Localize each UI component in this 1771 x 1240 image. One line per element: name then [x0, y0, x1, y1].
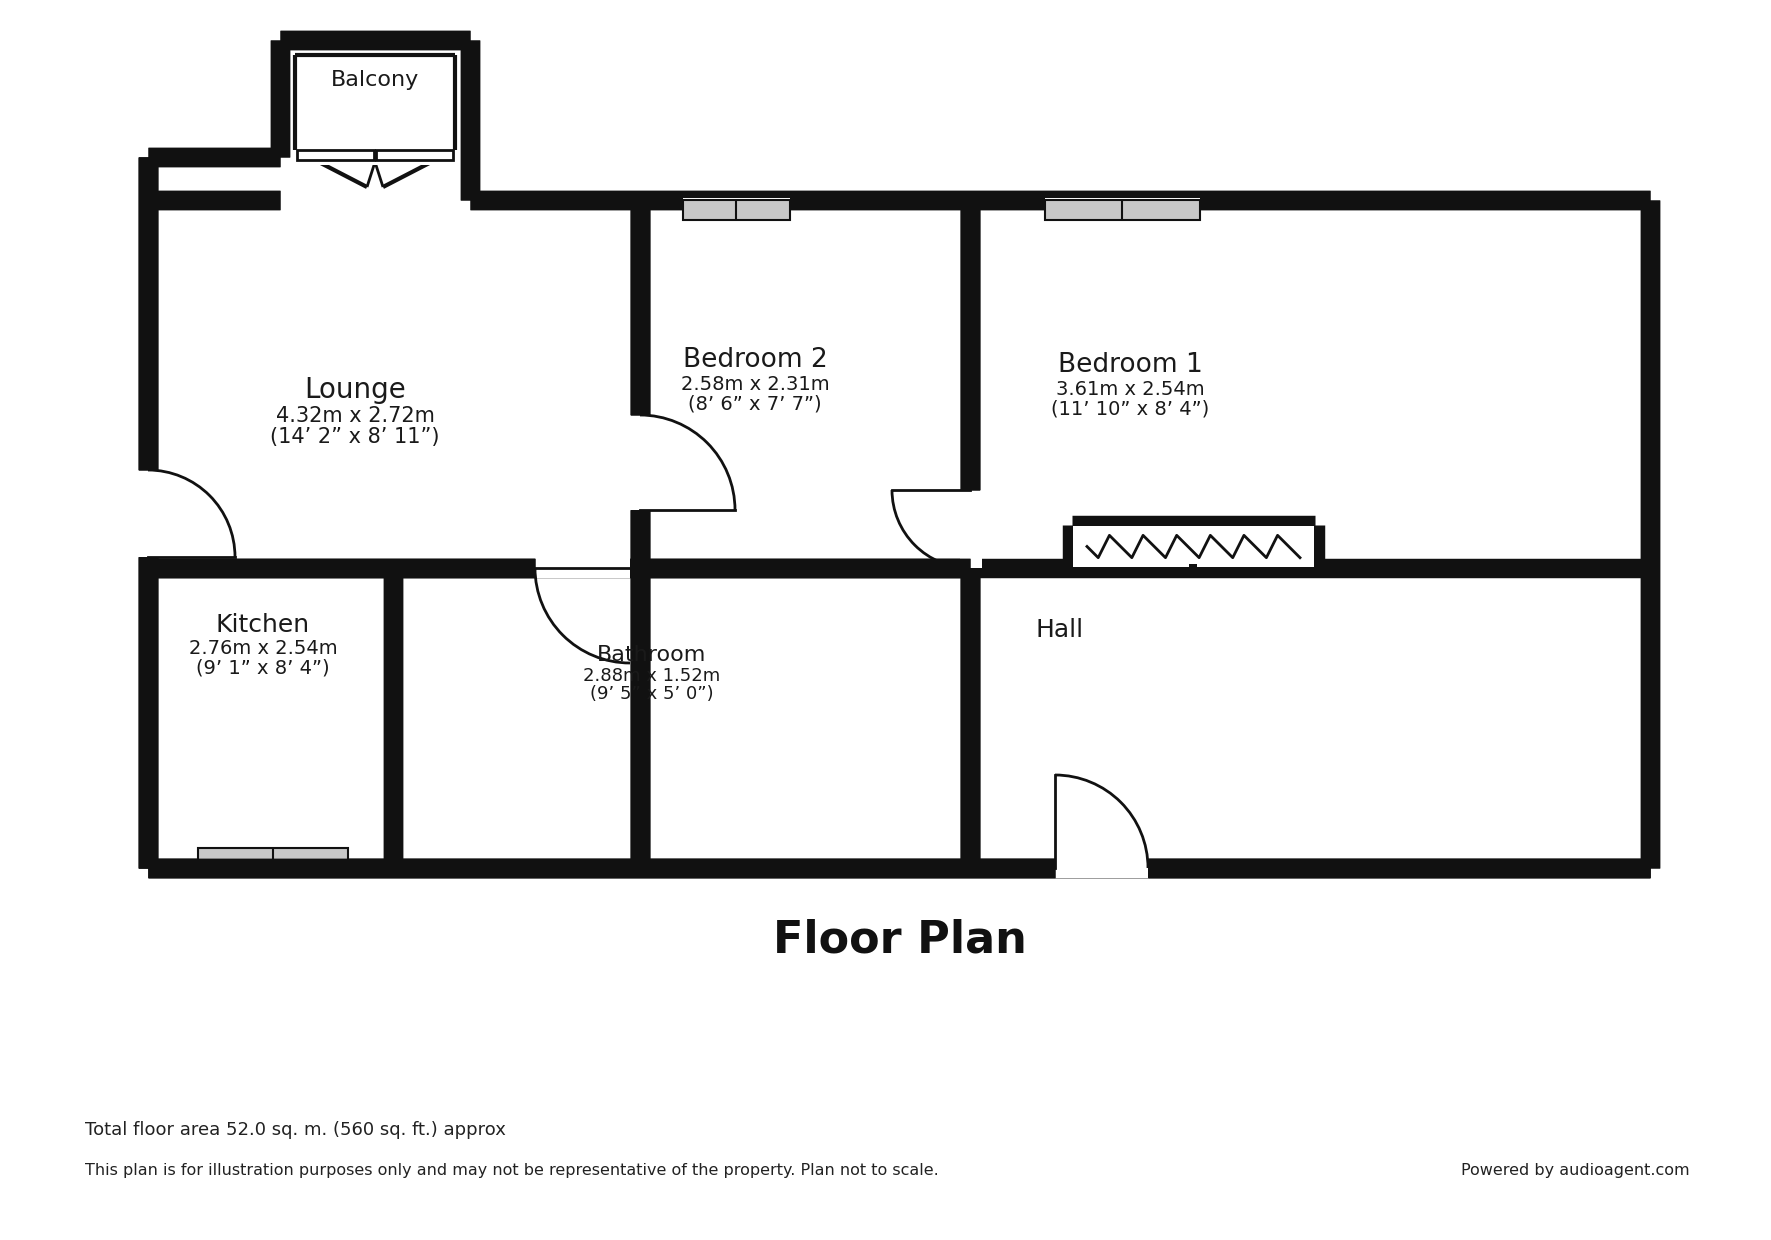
Text: 2.88m x 1.52m: 2.88m x 1.52m — [583, 667, 721, 684]
Bar — [375, 150, 453, 160]
Text: Bedroom 1: Bedroom 1 — [1057, 352, 1203, 378]
Bar — [198, 846, 347, 870]
Text: (9’ 1” x 8’ 4”): (9’ 1” x 8’ 4”) — [197, 658, 329, 677]
Bar — [298, 150, 374, 160]
Bar — [630, 415, 652, 510]
Text: This plan is for illustration purposes only and may not be representative of the: This plan is for illustration purposes o… — [85, 1163, 939, 1178]
Text: Powered by audioagent.com: Powered by audioagent.com — [1461, 1163, 1690, 1178]
Bar — [280, 40, 469, 157]
Text: (8’ 6” x 7’ 7”): (8’ 6” x 7’ 7”) — [689, 394, 822, 414]
Text: 2.76m x 2.54m: 2.76m x 2.54m — [189, 639, 336, 658]
Bar — [535, 558, 630, 578]
Text: Bathroom: Bathroom — [597, 645, 707, 665]
Text: 2.58m x 2.31m: 2.58m x 2.31m — [680, 376, 829, 394]
Text: Balcony: Balcony — [331, 69, 420, 91]
Text: (9’ 5” x 5’ 0”): (9’ 5” x 5’ 0”) — [590, 684, 714, 703]
Text: 4.32m x 2.72m: 4.32m x 2.72m — [276, 405, 434, 427]
Text: (14’ 2” x 8’ 11”): (14’ 2” x 8’ 11”) — [271, 427, 439, 446]
Text: 3.61m x 2.54m: 3.61m x 2.54m — [1056, 381, 1204, 399]
Text: (11’ 10” x 8’ 4”): (11’ 10” x 8’ 4”) — [1050, 399, 1210, 419]
Bar — [684, 198, 790, 222]
Text: Bedroom 2: Bedroom 2 — [682, 347, 827, 373]
Bar — [1045, 200, 1201, 219]
Bar — [1056, 858, 1148, 878]
Bar — [1073, 526, 1314, 567]
Bar — [1045, 198, 1201, 222]
Text: Floor Plan: Floor Plan — [774, 919, 1027, 961]
Bar — [198, 848, 347, 868]
Bar — [136, 470, 161, 557]
Bar — [298, 150, 453, 165]
Text: Kitchen: Kitchen — [216, 613, 310, 637]
Text: Total floor area 52.0 sq. m. (560 sq. ft.) approx: Total floor area 52.0 sq. m. (560 sq. ft… — [85, 1121, 507, 1140]
Bar — [149, 157, 280, 200]
Bar — [684, 200, 790, 219]
Bar — [960, 490, 981, 568]
Bar — [1188, 564, 1197, 572]
Bar — [149, 200, 1651, 868]
Text: Lounge: Lounge — [305, 376, 406, 404]
Text: Hall: Hall — [1036, 618, 1084, 642]
